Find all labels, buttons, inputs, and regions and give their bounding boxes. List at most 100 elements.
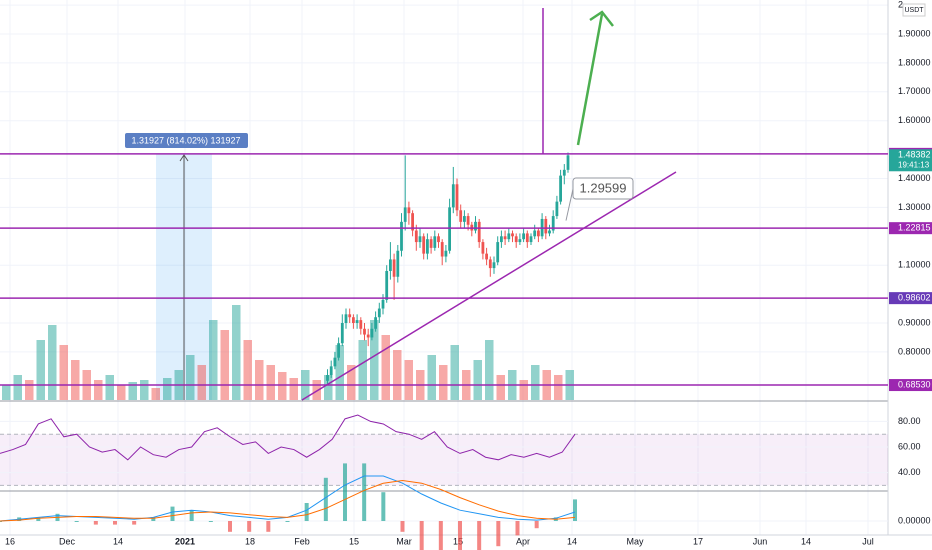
volume-bar xyxy=(347,365,356,400)
callout-pointer xyxy=(565,188,574,221)
volume-bar xyxy=(128,382,137,400)
candle-body xyxy=(333,357,337,367)
volume-bar xyxy=(71,360,80,400)
candle-body xyxy=(488,259,492,269)
candle-body xyxy=(429,239,433,248)
last-price-tag xyxy=(889,149,932,172)
volume-bar xyxy=(209,320,218,400)
rsi-tick-label: 40.00 xyxy=(898,467,921,477)
candle-body xyxy=(359,320,363,329)
macd-histogram xyxy=(0,521,2,522)
measure-label-bg xyxy=(125,133,248,148)
date-label: 14 xyxy=(801,536,811,546)
date-label: 16 xyxy=(5,536,15,546)
candle-body xyxy=(389,259,392,271)
volume-bar xyxy=(94,380,103,400)
macd-histogram xyxy=(573,499,577,521)
macd-zero-label: 0.00000 xyxy=(898,515,931,525)
macd-histogram xyxy=(438,521,443,550)
date-label: 18 xyxy=(245,536,255,546)
date-label: 2021 xyxy=(175,536,195,546)
candle-body xyxy=(559,175,562,202)
candle-body xyxy=(440,242,444,257)
candle-body xyxy=(326,375,329,381)
volume-bar xyxy=(36,340,45,400)
rsi-band xyxy=(0,434,888,486)
measure-arrow-head xyxy=(179,154,189,162)
candle-body xyxy=(348,314,352,318)
macd-histogram xyxy=(93,521,98,525)
candle-body xyxy=(385,270,389,300)
countdown: 19:41:13 xyxy=(898,160,930,169)
volume-bar xyxy=(358,340,367,400)
level-tag-label: 0.98602 xyxy=(898,293,931,303)
price-tick-label: 1.90000 xyxy=(898,28,931,38)
price-tick-label: 0.90000 xyxy=(898,317,931,327)
candle-body xyxy=(396,250,400,277)
level-tag xyxy=(889,292,932,305)
candle-body xyxy=(344,314,348,323)
volume-bar xyxy=(220,330,229,400)
last-price-label: 1.48382 xyxy=(898,150,931,160)
macd-histogram xyxy=(266,521,271,532)
candle-body xyxy=(500,236,503,243)
date-label: Apr xyxy=(516,536,530,546)
volume-bar xyxy=(404,360,413,400)
candle-body xyxy=(455,184,459,211)
candle-body xyxy=(466,216,470,225)
candle-body xyxy=(352,317,355,323)
candle-body xyxy=(481,242,485,254)
candle-body xyxy=(459,210,463,222)
candle-body xyxy=(374,317,377,329)
level-tag-label: 1.22815 xyxy=(898,223,931,233)
candle-body xyxy=(426,239,429,254)
level-tag xyxy=(889,379,932,392)
arrow-head xyxy=(589,10,614,27)
volume-bar xyxy=(381,335,390,400)
date-label: Jul xyxy=(862,536,874,546)
unit: USDT xyxy=(904,7,924,14)
candle-body xyxy=(511,233,514,237)
candle-body xyxy=(422,236,426,254)
price-tick-label: 0.80000 xyxy=(898,346,931,356)
candle-body xyxy=(477,221,481,243)
volume-bar xyxy=(554,375,563,400)
candle-body xyxy=(407,207,411,214)
price-tick-label: 1.10000 xyxy=(898,260,931,270)
candle-body xyxy=(492,262,496,269)
candle-body xyxy=(485,253,488,260)
volume-bar xyxy=(151,388,160,400)
measure-label: 1.31927 (814.02%) 131927 xyxy=(131,135,240,145)
macd-histogram xyxy=(400,521,405,532)
candle-body xyxy=(514,236,518,243)
price-tick-label: 1.70000 xyxy=(898,86,931,96)
candle-body xyxy=(337,343,340,358)
volume-bar xyxy=(13,375,22,400)
volume-bar xyxy=(278,372,287,400)
volume-bar xyxy=(289,378,298,400)
volume-bar xyxy=(519,380,528,400)
volume-bar xyxy=(324,375,333,400)
date-label: 17 xyxy=(693,536,703,546)
volume-bar xyxy=(59,345,68,400)
candle-body xyxy=(363,328,366,335)
candle-body xyxy=(529,236,533,243)
volume-bar xyxy=(48,325,57,400)
date-label: Mar xyxy=(396,536,412,546)
macd-histogram xyxy=(285,521,290,522)
volume-bar xyxy=(393,350,402,400)
candle-body xyxy=(437,236,440,243)
candle-body xyxy=(537,230,540,237)
volume-bar xyxy=(2,385,11,400)
candle-body xyxy=(496,242,500,263)
volume-bar xyxy=(266,365,275,400)
date-label: Jun xyxy=(753,536,768,546)
candle-body xyxy=(444,250,448,257)
candle-body xyxy=(392,259,396,277)
signal-line xyxy=(0,479,576,522)
macd-histogram xyxy=(496,521,501,547)
volume-bar xyxy=(243,340,252,400)
candle-body xyxy=(448,207,451,251)
macd-histogram xyxy=(74,521,79,522)
